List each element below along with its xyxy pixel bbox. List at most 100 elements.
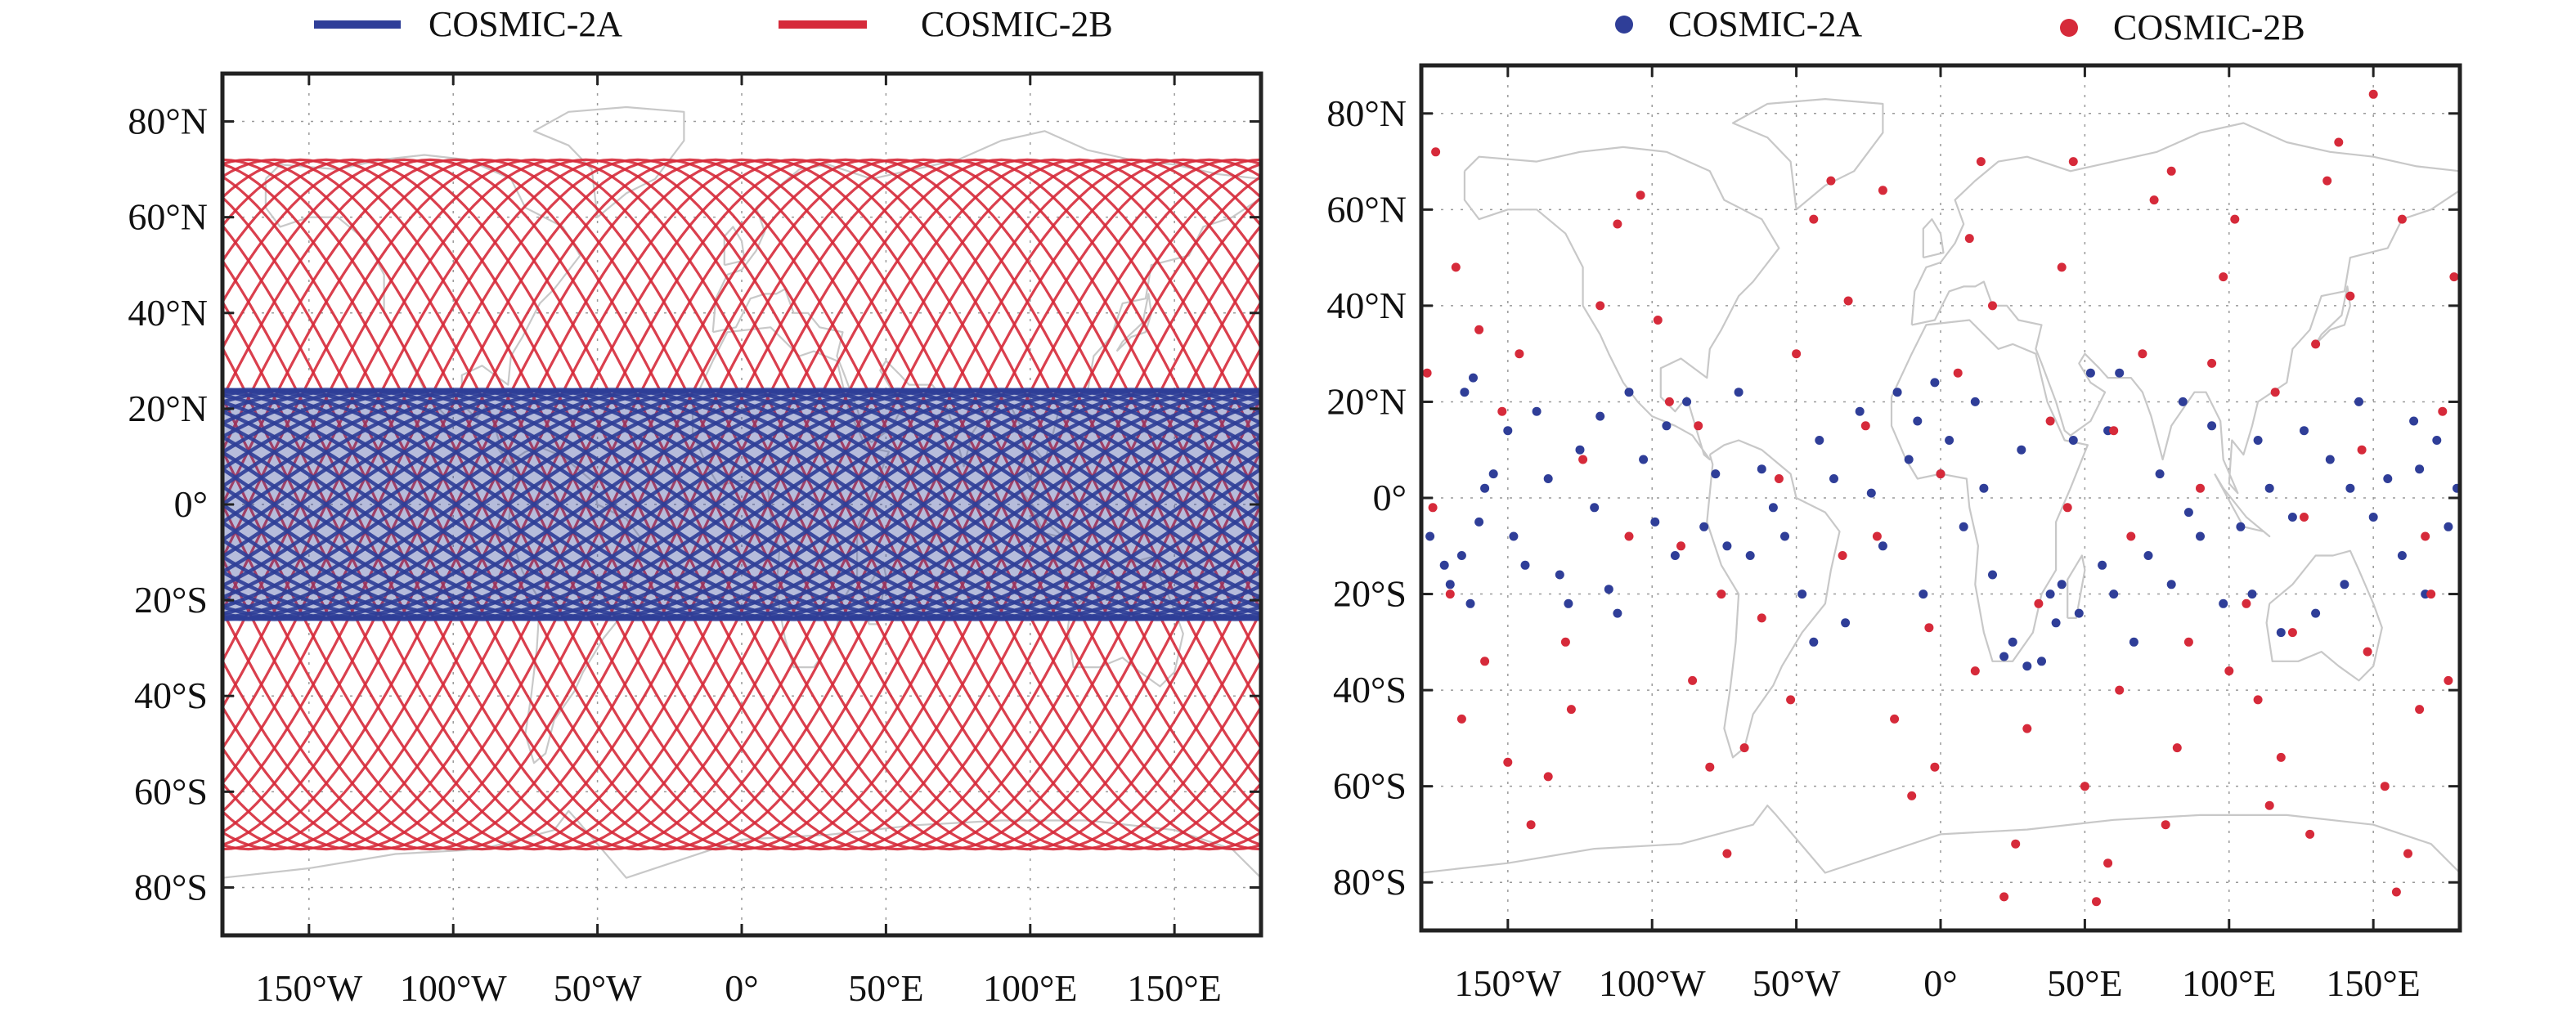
- data-point-cosmic-2a: [1532, 406, 1542, 416]
- data-point-cosmic-2b: [1578, 455, 1588, 464]
- data-point-cosmic-2a: [2022, 661, 2032, 671]
- data-point-cosmic-2a: [1682, 397, 1692, 406]
- data-point-cosmic-2b: [2022, 724, 2032, 733]
- data-point-cosmic-2b: [2345, 291, 2355, 301]
- data-point-cosmic-2a: [2183, 508, 2193, 518]
- ground-track-cosmic-2b: [222, 158, 1261, 851]
- data-point-cosmic-2b: [2253, 695, 2263, 705]
- data-point-cosmic-2a: [1509, 531, 1519, 541]
- ground-track-cosmic-2a: [222, 388, 1261, 621]
- data-point-cosmic-2a: [1999, 652, 2009, 661]
- data-point-cosmic-2a: [1555, 570, 1564, 580]
- right-x-axis: 150°W 100°W 50°W 0° 50°E 100°E 150°E: [1454, 65, 2421, 1004]
- data-point-cosmic-2b: [1515, 349, 1524, 359]
- ground-track-cosmic-2a: [222, 388, 1261, 621]
- data-point-cosmic-2a: [1564, 598, 1573, 608]
- data-point-cosmic-2a: [1711, 469, 1721, 479]
- right-legend: COSMIC-2A COSMIC-2B: [1615, 4, 2305, 47]
- ground-track-cosmic-2a: [222, 388, 1261, 621]
- data-point-cosmic-2b: [1774, 474, 1784, 483]
- data-point-cosmic-2b: [1445, 589, 1455, 599]
- data-point-cosmic-2a: [1919, 589, 1928, 599]
- data-point-cosmic-2a: [1439, 560, 1449, 570]
- continent-outline: [1706, 439, 1841, 759]
- data-point-cosmic-2b: [2057, 262, 2067, 272]
- data-point-cosmic-2b: [2438, 406, 2448, 416]
- data-point-cosmic-2b: [1826, 176, 1836, 186]
- data-point-cosmic-2a: [2219, 598, 2228, 608]
- ground-track-cosmic-2b: [222, 158, 1261, 851]
- ground-track-cosmic-2b: [222, 158, 1261, 851]
- data-point-cosmic-2b: [1838, 551, 1847, 560]
- ground-track-cosmic-2b: [222, 158, 1261, 851]
- data-point-cosmic-2b: [1717, 589, 1726, 599]
- left-plot-area: [222, 74, 1261, 935]
- data-point-cosmic-2b: [1624, 531, 1634, 541]
- left-legend-label-2a: COSMIC-2A: [429, 4, 622, 44]
- data-point-cosmic-2a: [1757, 464, 1766, 474]
- data-point-cosmic-2a: [2178, 397, 2188, 406]
- left-panel: COSMIC-2A COSMIC-2B 80°N 60°N 40°N 20°N 0° 20…: [128, 4, 1263, 1009]
- data-point-cosmic-2a: [2017, 445, 2026, 455]
- x-tick-label: 100°E: [2182, 962, 2277, 1004]
- data-point-cosmic-2b: [2397, 214, 2407, 224]
- data-point-cosmic-2a: [1829, 474, 1838, 483]
- data-point-cosmic-2a: [1855, 406, 1865, 416]
- ground-track-cosmic-2b: [222, 158, 1261, 851]
- data-point-cosmic-2a: [2109, 589, 2119, 599]
- right-legend-label-2a: COSMIC-2A: [1668, 4, 1862, 44]
- data-point-cosmic-2a: [1959, 522, 1968, 531]
- right-legend-marker-2b: [2060, 19, 2078, 37]
- ground-track-cosmic-2b: [222, 158, 1261, 851]
- y-tick-label: 40°S: [134, 675, 208, 716]
- x-tick-label: 150°W: [1454, 962, 1561, 1004]
- data-point-cosmic-2b: [1428, 503, 1438, 513]
- data-point-cosmic-2a: [1650, 517, 1660, 527]
- data-point-cosmic-2b: [2207, 358, 2217, 368]
- y-tick-label: 0°: [174, 483, 208, 525]
- right-legend-label-2b: COSMIC-2B: [2113, 7, 2305, 47]
- data-point-cosmic-2b: [1497, 406, 1507, 416]
- data-point-cosmic-2a: [2098, 560, 2107, 570]
- data-point-cosmic-2a: [1670, 551, 1680, 560]
- data-point-cosmic-2b: [2305, 829, 2315, 839]
- data-point-cosmic-2b: [2287, 628, 2297, 638]
- y-tick-label: 20°N: [128, 388, 208, 429]
- data-point-cosmic-2b: [1456, 714, 1466, 724]
- continent-outline: [2314, 285, 2351, 345]
- data-point-cosmic-2b: [1503, 757, 1513, 767]
- continent-outline: [1922, 218, 1945, 259]
- data-point-cosmic-2b: [1480, 657, 1490, 666]
- data-point-cosmic-2b: [2224, 666, 2234, 676]
- data-point-cosmic-2a: [2345, 483, 2355, 493]
- x-tick-label: 50°E: [848, 967, 924, 1009]
- ground-track-cosmic-2b: [222, 158, 1261, 851]
- data-point-cosmic-2b: [1936, 469, 1945, 479]
- data-point-cosmic-2b: [1636, 191, 1645, 200]
- data-point-cosmic-2b: [2172, 743, 2182, 753]
- data-point-cosmic-2b: [2092, 897, 2101, 907]
- data-point-cosmic-2b: [2368, 89, 2378, 99]
- data-point-cosmic-2a: [1595, 411, 1605, 421]
- data-point-cosmic-2b: [2138, 349, 2147, 359]
- y-tick-label: 60°N: [128, 196, 208, 238]
- data-point-cosmic-2a: [1445, 580, 1455, 589]
- x-tick-label: 150°E: [2326, 962, 2421, 1004]
- data-point-cosmic-2b: [2109, 426, 2119, 436]
- data-point-cosmic-2b: [2115, 685, 2125, 695]
- data-point-cosmic-2b: [2363, 647, 2372, 657]
- data-point-cosmic-2b: [2103, 858, 2113, 868]
- data-point-cosmic-2b: [2322, 176, 2332, 186]
- data-point-cosmic-2b: [2426, 589, 2436, 599]
- x-tick-label: 50°W: [1752, 962, 1841, 1004]
- data-point-cosmic-2b: [1976, 157, 1986, 167]
- data-point-cosmic-2a: [1543, 474, 1553, 483]
- data-point-cosmic-2a: [1841, 618, 1851, 628]
- y-tick-label: 40°S: [1333, 669, 1407, 710]
- data-point-cosmic-2b: [1757, 613, 1766, 623]
- data-point-cosmic-2b: [2242, 598, 2251, 608]
- data-point-cosmic-2b: [1953, 368, 1963, 378]
- ground-track-cosmic-2a: [222, 388, 1261, 621]
- data-point-cosmic-2b: [2380, 782, 2390, 791]
- data-point-cosmic-2a: [2444, 522, 2453, 531]
